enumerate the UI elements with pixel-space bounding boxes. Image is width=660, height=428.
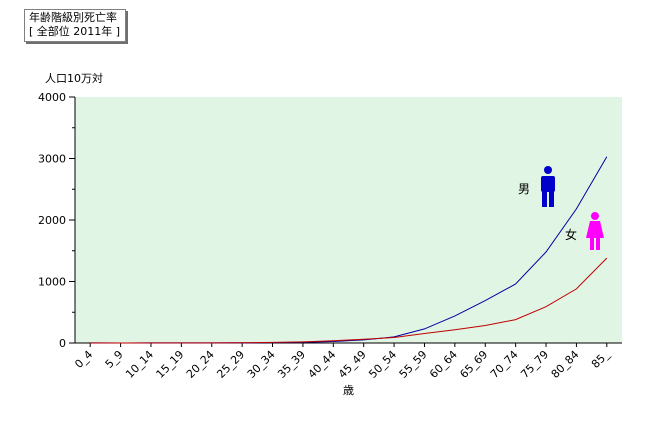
x-tick-label: 0_4 xyxy=(72,348,95,371)
x-tick-label: 35_39 xyxy=(275,348,308,381)
series-label-male: 男 xyxy=(518,182,530,196)
x-tick-label: 40_44 xyxy=(306,348,339,381)
x-tick-label: 50_54 xyxy=(366,348,399,381)
x-tick-label: 55_59 xyxy=(397,348,430,381)
chart-title: 年齢階級別死亡率 xyxy=(29,11,117,24)
x-tick-label: 5_9 xyxy=(103,348,126,371)
x-tick-label: 25_29 xyxy=(214,348,247,381)
series-line-female xyxy=(90,257,608,344)
x-tick-label: 65_69 xyxy=(457,348,490,381)
x-tick-label: 30_34 xyxy=(245,348,278,381)
y-axis-label: 人口10万対 xyxy=(45,71,103,85)
x-tick-label: 70_74 xyxy=(488,348,521,381)
y-axis: 0 1000 2000 3000 4000 xyxy=(38,91,76,350)
plot-area xyxy=(75,97,622,343)
chart-subtitle: [ 全部位 2011年 ] xyxy=(29,25,121,38)
y-tick-label: 1000 xyxy=(38,276,66,289)
x-axis-label: 歳 xyxy=(343,384,354,397)
female-figure-icon xyxy=(586,212,604,250)
x-tick-label: 80_84 xyxy=(549,348,582,381)
x-tick-label: 75_79 xyxy=(518,348,551,381)
x-tick-label: 45_49 xyxy=(336,348,369,381)
x-tick-label: 85_ xyxy=(589,348,612,371)
series-label-female: 女 xyxy=(565,227,577,242)
icons-layer: 男女 xyxy=(518,166,604,250)
y-tick-label: 3000 xyxy=(38,153,66,166)
male-figure-icon xyxy=(541,166,555,207)
chart-title-box: 年齢階級別死亡率 [ 全部位 2011年 ] xyxy=(24,9,127,42)
x-tick-label: 10_14 xyxy=(123,348,156,381)
x-tick-label: 15_19 xyxy=(154,348,187,381)
y-tick-label: 0 xyxy=(59,337,66,350)
y-tick-label: 2000 xyxy=(38,214,66,227)
y-tick-label: 4000 xyxy=(38,91,66,104)
series-layer xyxy=(90,156,608,344)
x-tick-label: 60_64 xyxy=(427,348,460,381)
x-axis: 0_4 5_910_1415_1920_2425_2930_3435_3940_4… xyxy=(72,342,622,381)
x-tick-label: 20_24 xyxy=(184,348,217,381)
